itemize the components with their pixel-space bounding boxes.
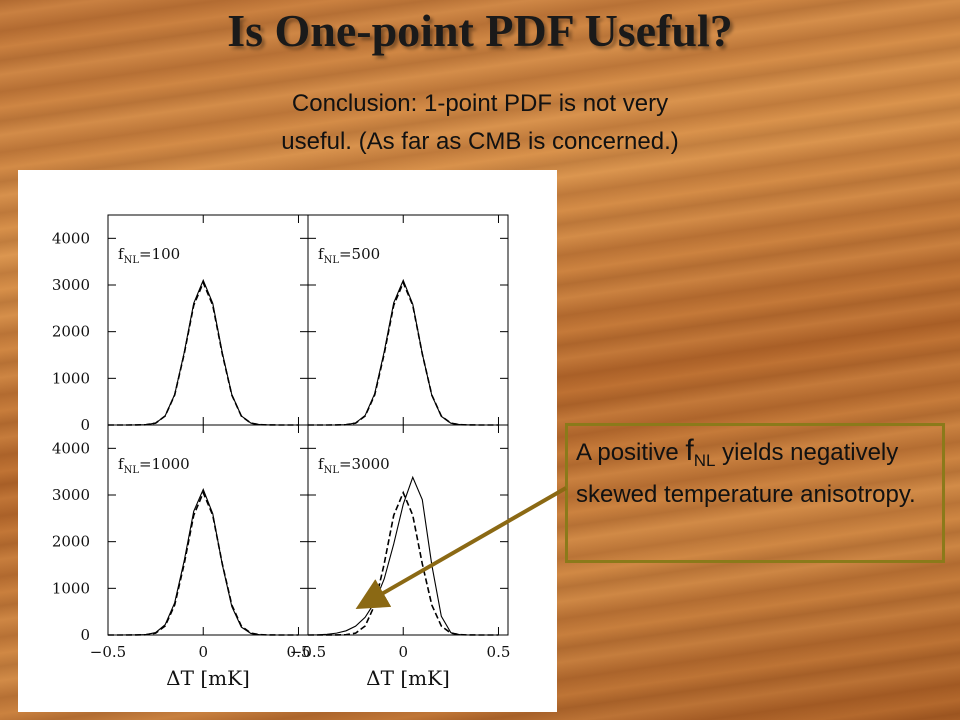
subtitle: Conclusion: 1-point PDF is not very [291, 90, 669, 117]
line [108, 278, 299, 426]
annotation-text: =1000 [139, 455, 190, 473]
y-tick-label: 1000 [52, 369, 90, 387]
annotation: fNL=3000 [318, 455, 390, 476]
y-tick-label: 3000 [52, 486, 90, 504]
y-tick-label: 1000 [52, 579, 90, 597]
y-tick-label: 0 [80, 416, 90, 434]
y-tick-label: 2000 [52, 533, 90, 551]
y-tick-label: 0 [80, 626, 90, 644]
annotation: fNL=500 [318, 245, 380, 266]
x-tick-label: 0.5 [487, 643, 511, 661]
line [108, 487, 299, 636]
y-tick-label: 4000 [52, 439, 90, 457]
annotation-subscript: NL [124, 255, 140, 266]
callout: A positive fNL yields negatively skewed … [565, 423, 945, 563]
y-tick-label: 2000 [52, 323, 90, 341]
callout-text: A positive [576, 439, 686, 466]
line [108, 280, 299, 426]
line [307, 475, 499, 636]
line [308, 280, 499, 426]
x-tick-label: 0 [198, 643, 208, 661]
callout-subscript: NL [693, 450, 716, 470]
annotation-subscript: NL [324, 255, 340, 266]
annotation-subscript: NL [124, 465, 140, 476]
subtitle: useful. (As far as CMB is concerned.) [281, 128, 679, 155]
line [308, 490, 499, 636]
annotation-text: =100 [139, 245, 180, 263]
line [308, 278, 499, 426]
annotation-text: =3000 [339, 455, 390, 473]
callout-text: yields negatively skewed temperature ani… [576, 439, 916, 508]
y-tick-label: 4000 [52, 229, 90, 247]
x-tick-label: 0 [398, 643, 408, 661]
annotation-text: =500 [339, 245, 380, 263]
annotation-text: f [318, 245, 325, 263]
callout-symbol: f [685, 434, 694, 467]
title: Is One-point PDF Useful? [227, 5, 733, 56]
x-tick-label: 0.5 [287, 643, 311, 661]
annotation: fNL=100 [118, 245, 180, 266]
x-tick-label: −0.5 [90, 643, 126, 661]
line [108, 490, 299, 636]
annotation: fNL=1000 [118, 455, 190, 476]
annotation-subscript: NL [324, 465, 340, 476]
x-tick-label: −0.5 [290, 643, 326, 661]
annotation-text: f [318, 455, 325, 473]
annotation-text: f [118, 455, 125, 473]
y-tick-label: 3000 [52, 276, 90, 294]
annotation-text: f [118, 245, 125, 263]
x-axis-label: ΔT [mK] [166, 666, 250, 690]
x-axis-label: ΔT [mK] [366, 666, 450, 690]
